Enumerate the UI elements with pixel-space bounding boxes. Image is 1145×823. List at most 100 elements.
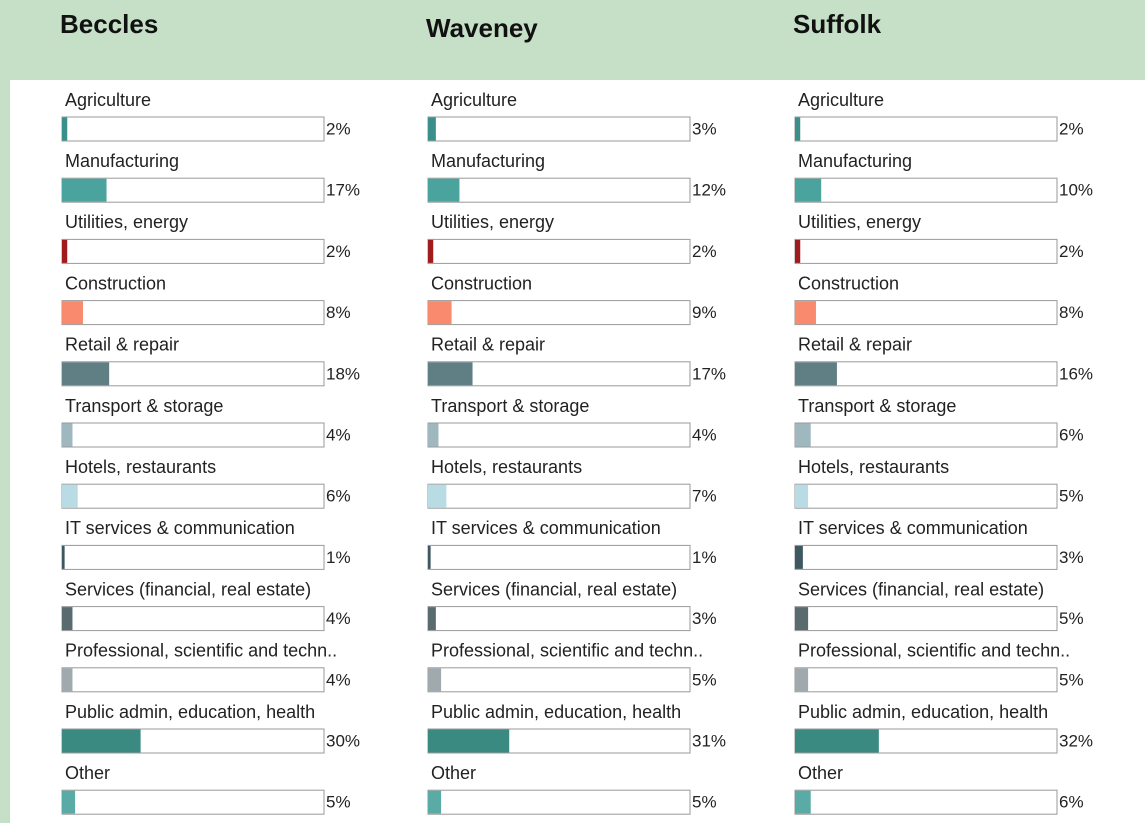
category-label: IT services & communication xyxy=(65,518,295,538)
bar-track xyxy=(61,789,325,815)
bar-track xyxy=(794,667,1058,693)
category-label: Agriculture xyxy=(431,90,517,110)
bar xyxy=(795,545,803,569)
bar xyxy=(428,545,431,569)
bar xyxy=(62,790,76,814)
bar-track xyxy=(794,606,1058,632)
bar-track xyxy=(61,544,325,570)
category-label: Services (financial, real estate) xyxy=(65,579,311,599)
panel-title: Suffolk xyxy=(793,9,882,39)
category-label: Manufacturing xyxy=(65,151,179,171)
side-band xyxy=(0,0,10,823)
bar-track xyxy=(427,116,691,142)
bar-track xyxy=(427,667,691,693)
bar xyxy=(795,668,809,692)
value-label: 16% xyxy=(1059,364,1093,383)
bar-track xyxy=(427,544,691,570)
bar xyxy=(62,362,110,386)
bar xyxy=(428,178,460,202)
category-label: Hotels, restaurants xyxy=(65,457,216,477)
value-label: 2% xyxy=(1059,242,1084,261)
panel-title: Beccles xyxy=(60,9,158,39)
bar-track xyxy=(794,789,1058,815)
bar-track xyxy=(427,789,691,815)
bar-track xyxy=(61,606,325,632)
category-label: Retail & repair xyxy=(431,335,545,355)
value-label: 7% xyxy=(692,487,717,506)
category-label: Utilities, energy xyxy=(65,212,188,232)
bar xyxy=(795,790,811,814)
bar-track xyxy=(61,667,325,693)
value-label: 9% xyxy=(692,303,717,322)
category-label: IT services & communication xyxy=(431,518,661,538)
bar xyxy=(428,668,442,692)
value-label: 8% xyxy=(326,303,351,322)
category-label: Construction xyxy=(65,273,166,293)
bar-track xyxy=(61,300,325,326)
bar-track xyxy=(61,483,325,509)
bar-track xyxy=(794,300,1058,326)
category-label: Other xyxy=(798,763,843,783)
value-label: 32% xyxy=(1059,731,1093,750)
bar-track xyxy=(794,483,1058,509)
category-label: Public admin, education, health xyxy=(431,702,681,722)
bar-track xyxy=(427,177,691,203)
bar-track xyxy=(427,483,691,509)
value-label: 17% xyxy=(326,181,360,200)
category-label: Retail & repair xyxy=(65,335,179,355)
bar xyxy=(62,117,68,141)
value-label: 6% xyxy=(1059,793,1084,812)
bar xyxy=(428,362,473,386)
value-label: 1% xyxy=(692,548,717,567)
category-label: Utilities, energy xyxy=(798,212,921,232)
value-label: 4% xyxy=(326,609,351,628)
category-label: Utilities, energy xyxy=(431,212,554,232)
bar xyxy=(62,545,65,569)
category-label: Transport & storage xyxy=(798,396,956,416)
bar xyxy=(62,668,73,692)
bar xyxy=(62,484,78,508)
category-label: Hotels, restaurants xyxy=(798,457,949,477)
category-label: IT services & communication xyxy=(798,518,1028,538)
bar xyxy=(428,117,436,141)
value-label: 2% xyxy=(326,242,351,261)
bar-track xyxy=(794,544,1058,570)
category-label: Services (financial, real estate) xyxy=(431,579,677,599)
category-label: Professional, scientific and techn.. xyxy=(798,641,1070,661)
bar xyxy=(428,423,439,447)
category-label: Other xyxy=(431,763,476,783)
bar-track xyxy=(427,300,691,326)
category-label: Construction xyxy=(798,273,899,293)
value-label: 18% xyxy=(326,364,360,383)
bar xyxy=(62,729,141,753)
bar xyxy=(428,301,452,325)
bar xyxy=(62,178,107,202)
bar xyxy=(62,301,83,325)
header-band xyxy=(0,0,1145,80)
category-label: Agriculture xyxy=(798,90,884,110)
category-label: Construction xyxy=(431,273,532,293)
bar xyxy=(62,239,68,263)
bar-track xyxy=(61,422,325,448)
value-label: 4% xyxy=(326,425,351,444)
bar-track xyxy=(427,606,691,632)
bar-track xyxy=(61,238,325,264)
category-label: Transport & storage xyxy=(65,396,223,416)
bar-track xyxy=(794,116,1058,142)
value-label: 2% xyxy=(1059,119,1084,138)
bar xyxy=(795,729,879,753)
value-label: 5% xyxy=(326,793,351,812)
value-label: 3% xyxy=(692,119,717,138)
category-label: Professional, scientific and techn.. xyxy=(431,641,703,661)
bar xyxy=(428,607,436,631)
bar xyxy=(428,484,447,508)
bar-track xyxy=(427,238,691,264)
category-label: Transport & storage xyxy=(431,396,589,416)
value-label: 6% xyxy=(326,487,351,506)
bar xyxy=(795,423,811,447)
bar xyxy=(62,423,73,447)
bar xyxy=(795,117,801,141)
value-label: 12% xyxy=(692,181,726,200)
